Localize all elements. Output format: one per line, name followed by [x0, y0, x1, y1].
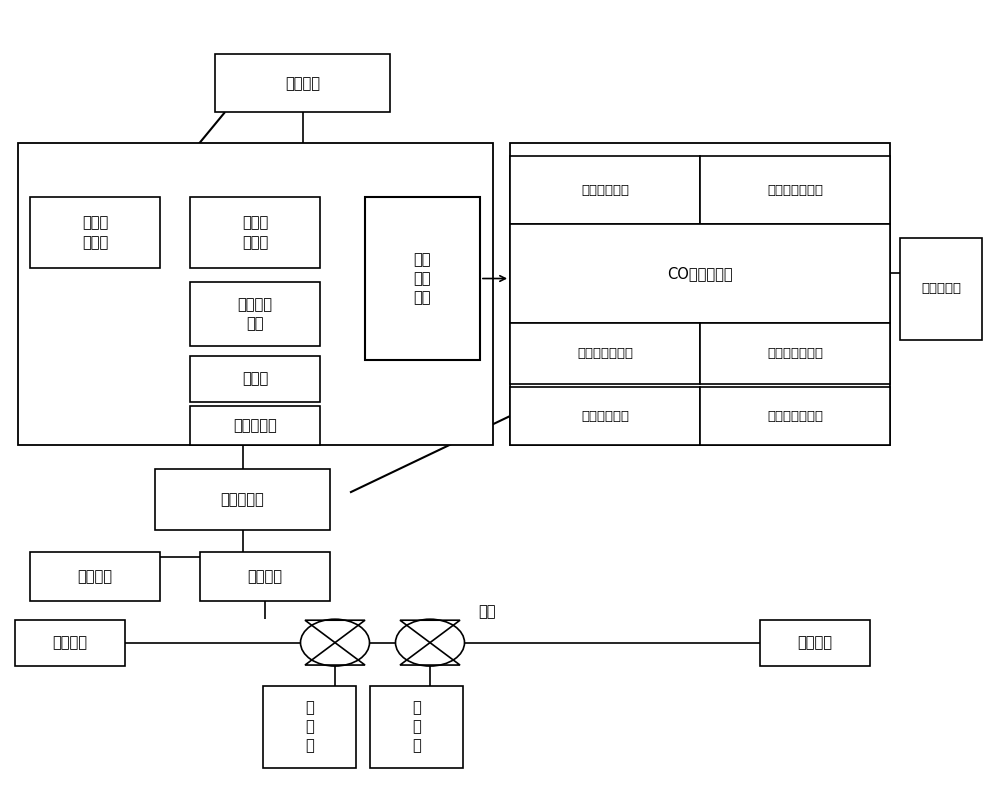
Text: 取样位
电磁阀: 取样位 电磁阀: [242, 216, 268, 250]
FancyBboxPatch shape: [190, 282, 320, 347]
Text: 离线手动标定: 离线手动标定: [581, 410, 629, 422]
Text: 现场管网: 现场管网: [798, 635, 833, 650]
Text: 现场设备: 现场设备: [52, 635, 88, 650]
Text: 转子流量计: 转子流量计: [233, 418, 277, 433]
FancyBboxPatch shape: [190, 406, 320, 445]
FancyBboxPatch shape: [365, 197, 480, 360]
FancyBboxPatch shape: [15, 619, 125, 666]
Text: 气水过滤
装置: 气水过滤 装置: [238, 297, 272, 331]
FancyBboxPatch shape: [760, 619, 870, 666]
FancyBboxPatch shape: [510, 156, 700, 224]
FancyBboxPatch shape: [263, 686, 356, 768]
Text: 数据接收与处理: 数据接收与处理: [767, 184, 823, 197]
FancyBboxPatch shape: [510, 224, 890, 322]
Text: 储
气
罐: 储 气 罐: [305, 701, 314, 753]
FancyBboxPatch shape: [200, 552, 330, 601]
Text: 阀门: 阀门: [478, 604, 496, 619]
FancyBboxPatch shape: [510, 322, 700, 384]
Text: 抽气泵: 抽气泵: [242, 372, 268, 387]
FancyBboxPatch shape: [215, 54, 390, 112]
Text: 气体传感器: 气体传感器: [221, 492, 264, 507]
FancyBboxPatch shape: [700, 322, 890, 384]
FancyBboxPatch shape: [190, 197, 320, 269]
FancyBboxPatch shape: [30, 197, 160, 269]
FancyBboxPatch shape: [190, 356, 320, 402]
FancyBboxPatch shape: [700, 387, 890, 445]
Text: 流程自动控制: 流程自动控制: [581, 184, 629, 197]
Text: 数据标定与报警: 数据标定与报警: [767, 347, 823, 360]
Text: 温度传感器: 温度传感器: [921, 282, 961, 296]
FancyBboxPatch shape: [510, 387, 700, 445]
Text: 储
气
罐: 储 气 罐: [412, 701, 421, 753]
Text: 数据发送与显示: 数据发送与显示: [577, 347, 633, 360]
FancyBboxPatch shape: [30, 552, 160, 601]
FancyBboxPatch shape: [370, 686, 463, 768]
Text: 联动干预: 联动干预: [248, 569, 283, 584]
FancyBboxPatch shape: [18, 143, 493, 445]
Text: CO检测控制器: CO检测控制器: [667, 266, 733, 281]
Text: 取样探头: 取样探头: [285, 76, 320, 91]
Text: 串口通信及网络: 串口通信及网络: [767, 410, 823, 422]
Text: 样气
处理
单元: 样气 处理 单元: [414, 252, 431, 305]
FancyBboxPatch shape: [700, 156, 890, 224]
FancyBboxPatch shape: [510, 143, 890, 445]
FancyBboxPatch shape: [900, 238, 982, 340]
FancyBboxPatch shape: [155, 469, 330, 530]
Text: 反吹位
电磁阀: 反吹位 电磁阀: [82, 216, 108, 250]
Text: 声光报警: 声光报警: [78, 569, 112, 584]
